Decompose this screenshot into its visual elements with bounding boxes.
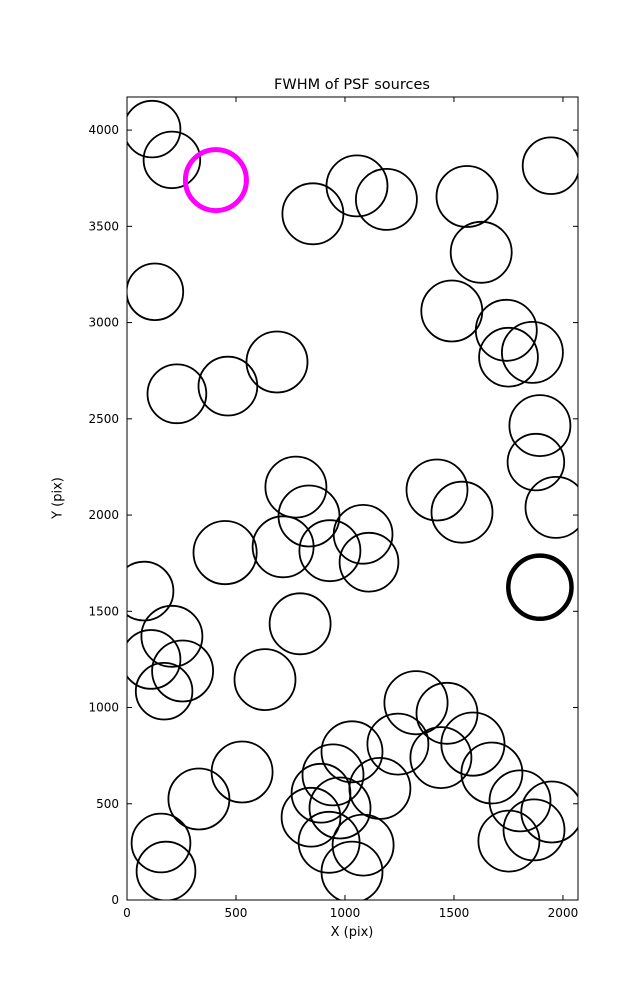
psf-circle [409, 726, 473, 789]
psf-circle [405, 458, 469, 522]
psf-circle [488, 769, 552, 833]
psf-circle [354, 167, 418, 231]
psf-circle [501, 320, 564, 384]
psf-circle [127, 262, 185, 321]
psf-circle [474, 298, 538, 362]
x-tick-label: 2000 [548, 906, 579, 920]
psf-circle [301, 743, 365, 807]
psf-circle [298, 519, 362, 583]
x-tick-label: 1000 [330, 906, 361, 920]
psf-circle [192, 520, 258, 586]
psf-circle [460, 741, 524, 805]
psf-circle [478, 326, 539, 388]
psf-circle [151, 639, 215, 703]
psf-circle [521, 136, 578, 195]
psf-circle [127, 99, 182, 159]
psf-circle [332, 503, 394, 565]
psf-circle [135, 840, 197, 900]
psf-circle [146, 363, 208, 425]
psf-circle [280, 786, 342, 848]
psf-circle [502, 798, 566, 862]
psf-circle [524, 476, 578, 539]
chart-title: FWHM of PSF sources [274, 77, 430, 93]
x-axis-label: X (pix) [330, 925, 374, 940]
psf-circle [331, 813, 395, 877]
psf-circle [264, 455, 328, 519]
highlighted-psf-circle [182, 147, 249, 214]
bold-psf-circle [506, 553, 574, 622]
x-tick-label: 0 [123, 906, 131, 920]
psf-circle [383, 670, 449, 736]
psf-circle [520, 780, 578, 844]
psf-circle [325, 154, 389, 218]
psf-circle [127, 560, 175, 622]
y-tick-label: 3500 [88, 219, 119, 233]
psf-circle [435, 165, 499, 228]
psf-circle [197, 355, 259, 417]
x-tick-label: 500 [225, 906, 248, 920]
psf-circle [508, 394, 572, 458]
y-tick-label: 2500 [88, 412, 119, 426]
y-tick-label: 4000 [88, 123, 119, 137]
psf-circle [449, 220, 513, 284]
y-tick-label: 1500 [88, 604, 119, 618]
psf-circle [210, 740, 274, 804]
y-axis-label: Y (pix) [50, 477, 66, 519]
psf-circle [430, 480, 494, 544]
y-tick-label: 0 [111, 893, 119, 907]
psf-circle [140, 604, 204, 668]
plot-frame [126, 96, 579, 901]
psf-circle [127, 629, 182, 690]
psf-circle [420, 279, 484, 343]
y-tick-label: 3000 [88, 316, 119, 330]
psf-circle [245, 330, 309, 394]
psf-circle [308, 776, 372, 840]
psf-circle [477, 809, 541, 873]
psf-circle [233, 648, 297, 711]
psf-circle [167, 767, 231, 831]
psf-circles-group [127, 99, 578, 900]
psf-circle [268, 592, 332, 656]
y-tick-label: 1000 [88, 701, 119, 715]
psf-circle [134, 662, 194, 721]
psf-circle [290, 762, 352, 824]
x-tick-label: 1500 [439, 906, 470, 920]
psf-circle [440, 711, 506, 777]
psf-circle [130, 812, 192, 874]
psf-circle [320, 720, 384, 784]
psf-circle [320, 840, 384, 900]
psf-circle [348, 757, 412, 820]
psf-circle [338, 531, 400, 593]
psf-circle [281, 182, 345, 246]
y-tick-label: 2000 [88, 508, 119, 522]
psf-circle [142, 130, 202, 190]
y-tick-label: 500 [96, 797, 119, 811]
psf-circle [366, 712, 430, 776]
psf-circle [251, 515, 315, 579]
psf-circle [506, 432, 566, 492]
